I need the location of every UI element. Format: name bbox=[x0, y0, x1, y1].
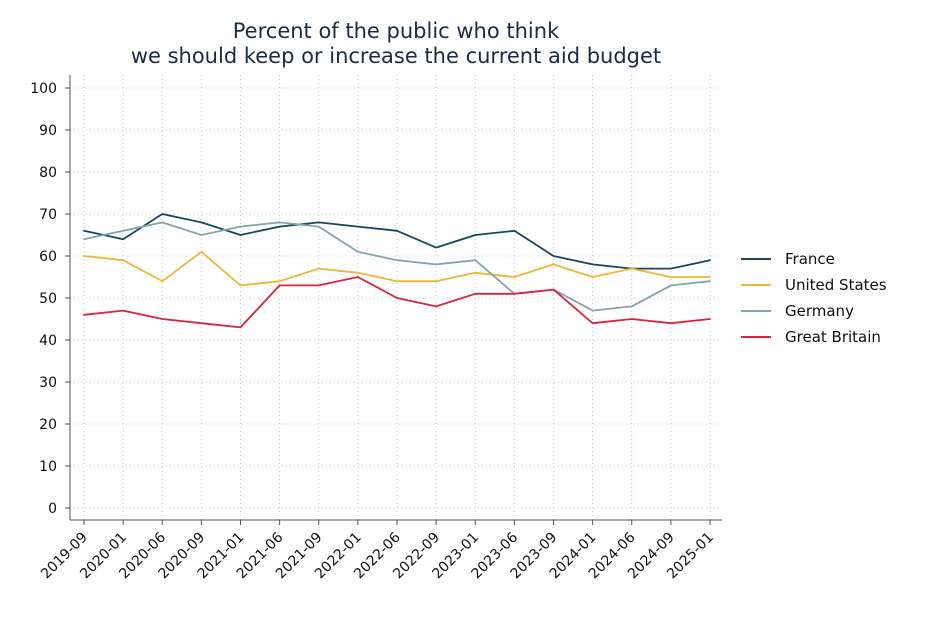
series-line-france bbox=[83, 213, 711, 270]
y-tick-label: 70 bbox=[39, 207, 57, 223]
y-tick-label: 90 bbox=[39, 123, 57, 139]
series-line-germany bbox=[83, 221, 711, 312]
y-tick-label: 40 bbox=[39, 333, 57, 349]
y-tick-label: 0 bbox=[48, 501, 57, 517]
legend-label-great-britain: Great Britain bbox=[785, 328, 881, 346]
legend-label-germany: Germany bbox=[785, 302, 854, 320]
series-lines bbox=[83, 213, 711, 329]
y-tick-label: 20 bbox=[39, 417, 57, 433]
series-line-great-britain bbox=[83, 276, 711, 329]
y-tick-label: 80 bbox=[39, 165, 57, 181]
y-tick-label: 60 bbox=[39, 249, 57, 265]
axes: 01020304050607080901002019-092020-012020… bbox=[30, 75, 722, 582]
legend-label-france: France bbox=[785, 250, 835, 268]
legend: France United States Germany Great Britain bbox=[741, 250, 887, 346]
series-line-united-states bbox=[83, 250, 711, 287]
y-tick-label: 50 bbox=[39, 291, 57, 307]
y-tick-label: 30 bbox=[39, 375, 57, 391]
y-tick-label: 100 bbox=[30, 81, 57, 97]
chart-title-line: Percent of the public who think bbox=[233, 19, 560, 43]
y-tick-label: 10 bbox=[39, 459, 57, 475]
legend-label-united-states: United States bbox=[785, 276, 887, 294]
grid bbox=[70, 75, 722, 520]
chart-title-line: we should keep or increase the current a… bbox=[131, 44, 661, 68]
